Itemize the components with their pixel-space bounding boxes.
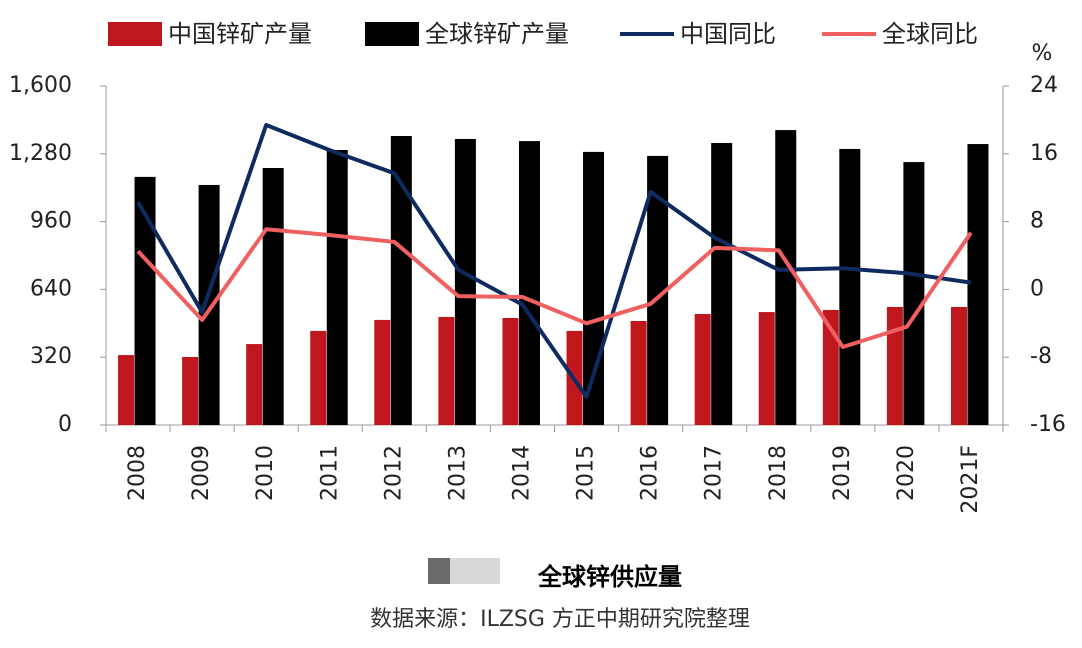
bar — [118, 355, 135, 425]
x-tick-label: 2010 — [253, 445, 278, 501]
bar — [647, 155, 669, 425]
bar — [182, 356, 199, 425]
y-tick-label: 1,280 — [9, 141, 72, 166]
bar — [390, 136, 412, 425]
bar — [694, 313, 711, 425]
bar — [839, 148, 861, 425]
bar — [134, 176, 156, 425]
bar — [758, 312, 775, 425]
y-tick-label: 960 — [30, 209, 72, 234]
bar — [630, 320, 647, 425]
source-note: 数据来源：ILZSG 方正中期研究院整理 — [370, 607, 750, 632]
y2-unit: % — [1032, 41, 1053, 66]
x-tick-label: 2014 — [509, 445, 534, 501]
y-tick-label: 1,600 — [9, 73, 72, 98]
line — [136, 227, 973, 350]
bar — [374, 319, 391, 425]
bar — [583, 151, 605, 425]
legend-swatch — [365, 22, 419, 46]
y2-tick-label: 8 — [1030, 209, 1044, 234]
y2-tick-label: -16 — [1030, 412, 1066, 437]
bar — [903, 162, 925, 426]
logo — [450, 558, 500, 584]
y-tick-label: 0 — [58, 412, 72, 437]
bar — [502, 318, 519, 425]
bar — [310, 330, 327, 425]
legend-label: 全球锌矿产量 — [425, 20, 569, 48]
bar — [950, 306, 967, 425]
x-tick-label: 2015 — [574, 445, 599, 501]
y-tick-label: 640 — [30, 276, 72, 301]
y2-tick-label: 0 — [1030, 276, 1044, 301]
bar — [775, 130, 797, 425]
bar — [262, 167, 284, 426]
x-tick-label: 2012 — [381, 445, 406, 501]
bar — [454, 138, 476, 425]
bar — [198, 184, 220, 425]
x-tick-label: 2020 — [894, 445, 919, 501]
x-tick-label: 2017 — [702, 445, 727, 501]
bar — [711, 142, 733, 425]
bar — [518, 141, 540, 425]
logo — [428, 558, 450, 584]
x-tick-label: 2018 — [766, 445, 791, 501]
bar — [326, 149, 348, 425]
x-tick-label: 2019 — [830, 445, 855, 501]
bar — [246, 344, 263, 425]
x-tick-label: 2013 — [445, 445, 470, 501]
y-tick-label: 320 — [30, 344, 72, 369]
y2-tick-label: 16 — [1030, 141, 1058, 166]
x-tick-label: 2021F — [958, 445, 983, 514]
y2-tick-label: 24 — [1030, 73, 1058, 98]
x-tick-label: 2009 — [189, 445, 214, 501]
legend-label: 中国同比 — [680, 20, 776, 48]
line — [136, 122, 972, 400]
x-tick-label: 2016 — [638, 445, 663, 501]
legend-label: 全球同比 — [882, 20, 978, 48]
legend-label: 中国锌矿产量 — [168, 20, 312, 48]
chart-title: 全球锌供应量 — [537, 563, 682, 591]
x-tick-label: 2011 — [317, 445, 342, 501]
legend-swatch — [108, 22, 162, 46]
x-tick-label: 2008 — [125, 445, 150, 501]
y2-tick-label: -8 — [1030, 344, 1052, 369]
bar — [822, 309, 839, 425]
bar — [886, 306, 903, 425]
bar — [438, 316, 455, 425]
bar — [967, 144, 989, 425]
